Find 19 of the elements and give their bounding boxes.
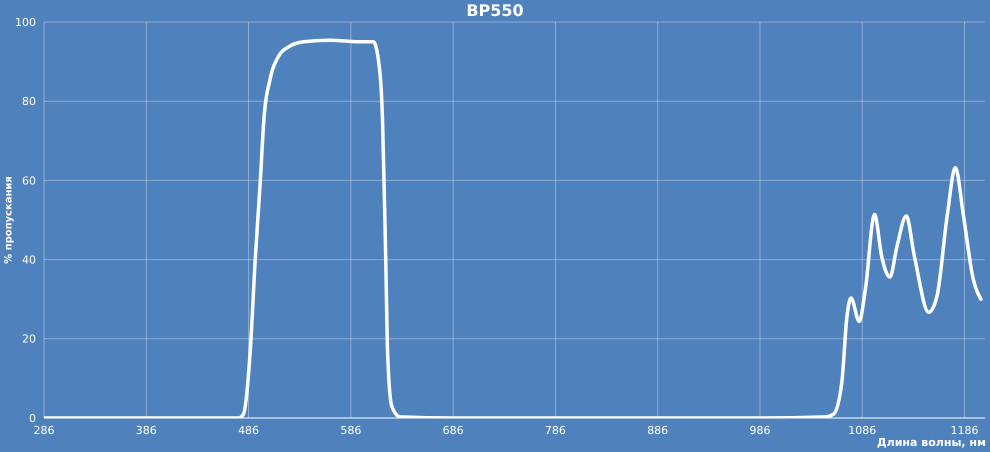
y-axis-title: % пропускания [4,176,14,264]
x-tick-label: 986 [749,424,770,437]
x-tick-label: 486 [238,424,260,437]
y-tick-label: 0 [29,412,36,425]
x-tick-label: 586 [340,424,362,437]
y-tick-label: 40 [22,254,36,267]
x-tick-label: 1086 [848,424,876,437]
chart-title: BP550 [466,1,524,20]
y-tick-label: 80 [22,95,36,108]
y-tick-label: 60 [22,174,36,188]
x-axis-title: Длина волны, нм [876,436,986,449]
y-tick-label: 100 [15,16,36,29]
x-tick-label: 386 [136,424,157,437]
x-tick-label: 286 [34,424,54,437]
x-tick-label: 1186 [950,424,979,437]
y-tick-label: 20 [22,332,36,346]
x-tick-label: 686 [442,424,464,437]
x-tick-label: 886 [647,424,668,437]
x-tick-label: 786 [544,424,566,437]
